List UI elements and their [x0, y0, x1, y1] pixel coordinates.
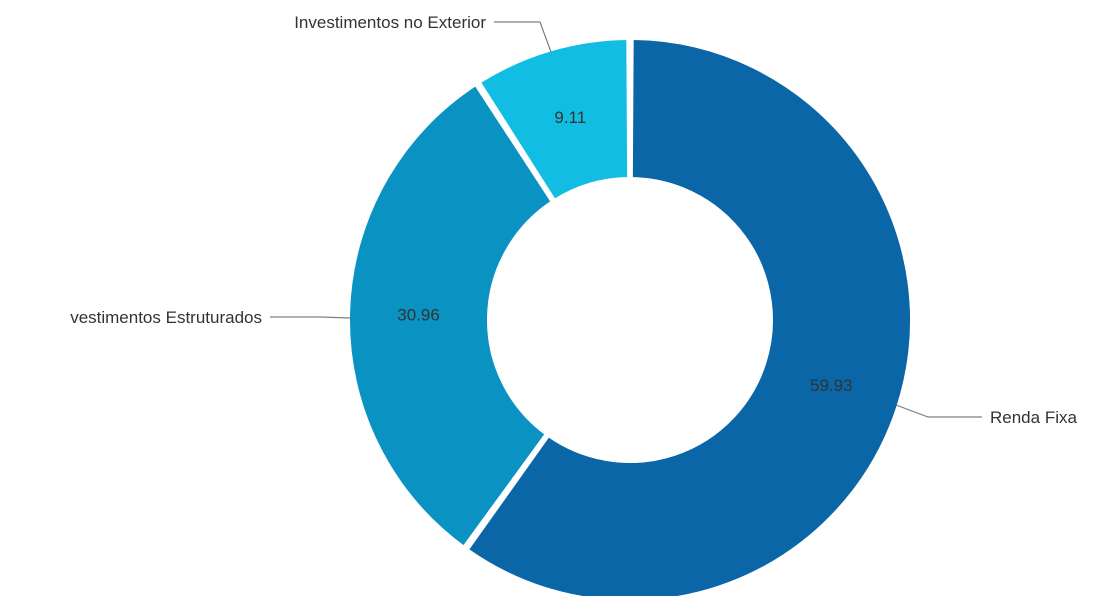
labels-layer: 59.93 Renda Fixa 30.96 vestimentos Estrutur…	[70, 13, 1077, 427]
data-label-investimentos-estruturados: 30.96	[397, 306, 440, 325]
slice-investimentos-no-exterior[interactable]	[476, 36, 632, 204]
slice-investimentos-estruturados[interactable]	[346, 81, 555, 550]
slice-renda-fixa[interactable]	[464, 36, 914, 596]
leader-line-investimentos-estruturados	[270, 316, 351, 319]
data-label-investimentos-no-exterior: 9.11	[554, 108, 586, 127]
leader-line-investimentos-no-exterior	[494, 21, 552, 53]
category-label-investimentos-no-exterior: Investimentos no Exterior	[294, 13, 486, 32]
data-label-renda-fixa: 59.93	[810, 376, 853, 395]
slices-layer	[346, 36, 914, 596]
category-label-investimentos-estruturados: vestimentos Estruturados	[70, 308, 262, 327]
leader-line-renda-fixa	[895, 404, 982, 418]
category-label-renda-fixa: Renda Fixa	[990, 408, 1077, 427]
leader-lines-layer	[270, 21, 982, 418]
